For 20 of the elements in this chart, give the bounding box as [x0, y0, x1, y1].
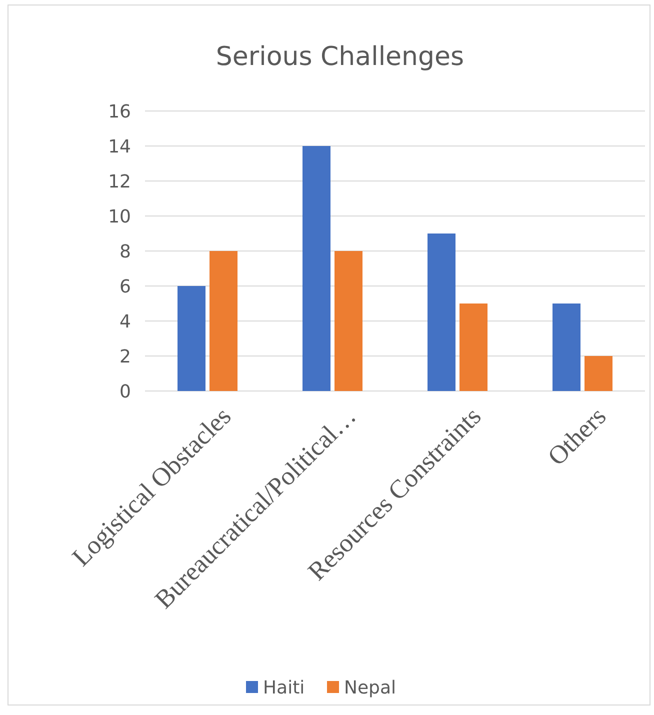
- bar: [210, 251, 238, 391]
- y-tick-label: 4: [120, 311, 131, 332]
- bar: [428, 234, 456, 391]
- chart-title: Serious Challenges: [216, 42, 464, 72]
- bar: [460, 304, 488, 391]
- y-tick-label: 6: [120, 276, 131, 298]
- y-tick-label: 16: [108, 101, 131, 122]
- y-tick-label: 12: [108, 171, 131, 192]
- bar: [552, 304, 580, 391]
- bar: [178, 286, 206, 391]
- y-tick-label: 0: [120, 381, 131, 402]
- legend-label: Nepal: [344, 677, 396, 698]
- y-tick-label: 10: [108, 206, 131, 228]
- y-tick-label: 2: [120, 346, 131, 368]
- legend-label: Haiti: [263, 677, 305, 698]
- y-tick-label: 14: [108, 136, 131, 158]
- y-tick-label: 8: [120, 241, 131, 262]
- bar: [302, 146, 330, 391]
- bar: [334, 251, 362, 391]
- bar: [584, 356, 612, 391]
